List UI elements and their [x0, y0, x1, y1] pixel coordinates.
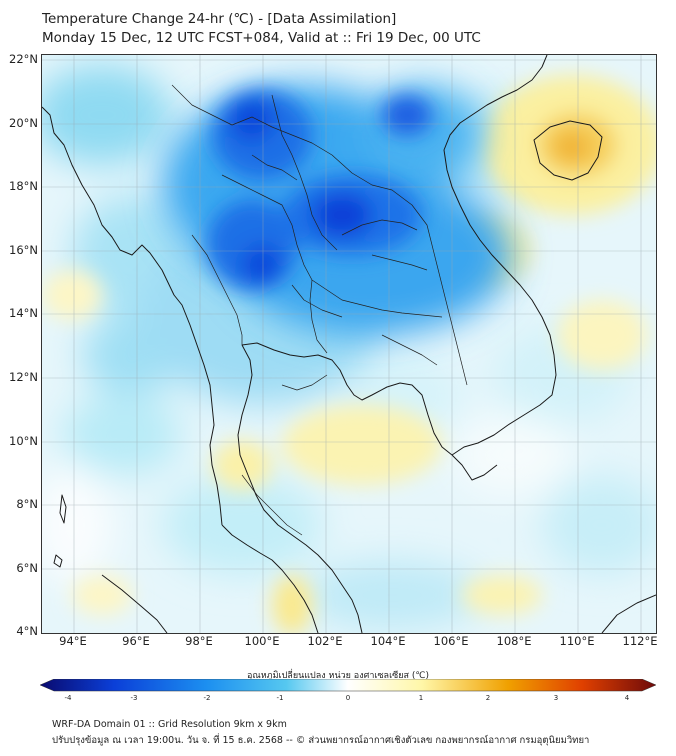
lon-label-100e: 100°E [244, 634, 280, 648]
field-cold-core [207, 90, 432, 290]
lon-label-104e: 104°E [370, 634, 406, 648]
colorbar-tick-m4: -4 [64, 694, 72, 702]
lat-label-14n: 14°N [9, 306, 38, 320]
lon-label-112e: 112°E [622, 634, 658, 648]
lat-label-6n: 6°N [16, 561, 38, 575]
lon-label-102e: 102°E [307, 634, 343, 648]
colorbar-tick-3: 3 [553, 694, 559, 702]
lat-label-10n: 10°N [9, 434, 38, 448]
footer-model-info: WRF-DA Domain 01 :: Grid Resolution 9km … [52, 719, 287, 730]
map-canvas [42, 55, 656, 633]
lon-label-96e: 96°E [122, 634, 150, 648]
lat-label-16n: 16°N [9, 243, 38, 257]
lat-label-4n: 4°N [16, 624, 38, 638]
lon-label-94e: 94°E [59, 634, 87, 648]
colorbar-title: อุณหภูมิเปลี่ยนแปลง หน่วย องศาเซลเซียส (… [246, 671, 430, 681]
lon-label-98e: 98°E [185, 634, 213, 648]
chart-title: Temperature Change 24-hr (℃) - [Data Ass… [42, 10, 481, 48]
lat-label-8n: 8°N [16, 497, 38, 511]
colorbar-tick-4: 4 [624, 694, 630, 702]
coastlines [42, 55, 656, 633]
lat-label-20n: 20°N [9, 116, 38, 130]
colorbar-bar [40, 679, 656, 692]
lat-label-18n: 18°N [9, 179, 38, 193]
title-line-2: Monday 15 Dec, 12 UTC FCST+084, Valid at… [42, 30, 481, 46]
colorbar-tick-m2: -2 [203, 694, 211, 702]
colorbar-tick-2: 2 [485, 694, 491, 702]
lon-label-108e: 108°E [496, 634, 532, 648]
colorbar-tick-m3: -3 [130, 694, 138, 702]
lon-label-106e: 106°E [433, 634, 469, 648]
title-line-1: Temperature Change 24-hr (℃) - [Data Ass… [42, 11, 397, 27]
lat-label-12n: 12°N [9, 370, 38, 384]
lat-label-22n: 22°N [9, 52, 38, 66]
graticule [42, 55, 656, 633]
colorbar [40, 679, 656, 692]
colorbar-tick-0: 0 [345, 694, 351, 702]
lon-label-110e: 110°E [559, 634, 595, 648]
admin-borders [171, 84, 468, 536]
footer-credit: ปรับปรุงข้อมูล ณ เวลา 19:00น. วัน จ. ที่… [52, 735, 590, 746]
temperature-change-map [41, 54, 657, 634]
colorbar-tick-m1: -1 [276, 694, 284, 702]
colorbar-tick-1: 1 [418, 694, 424, 702]
